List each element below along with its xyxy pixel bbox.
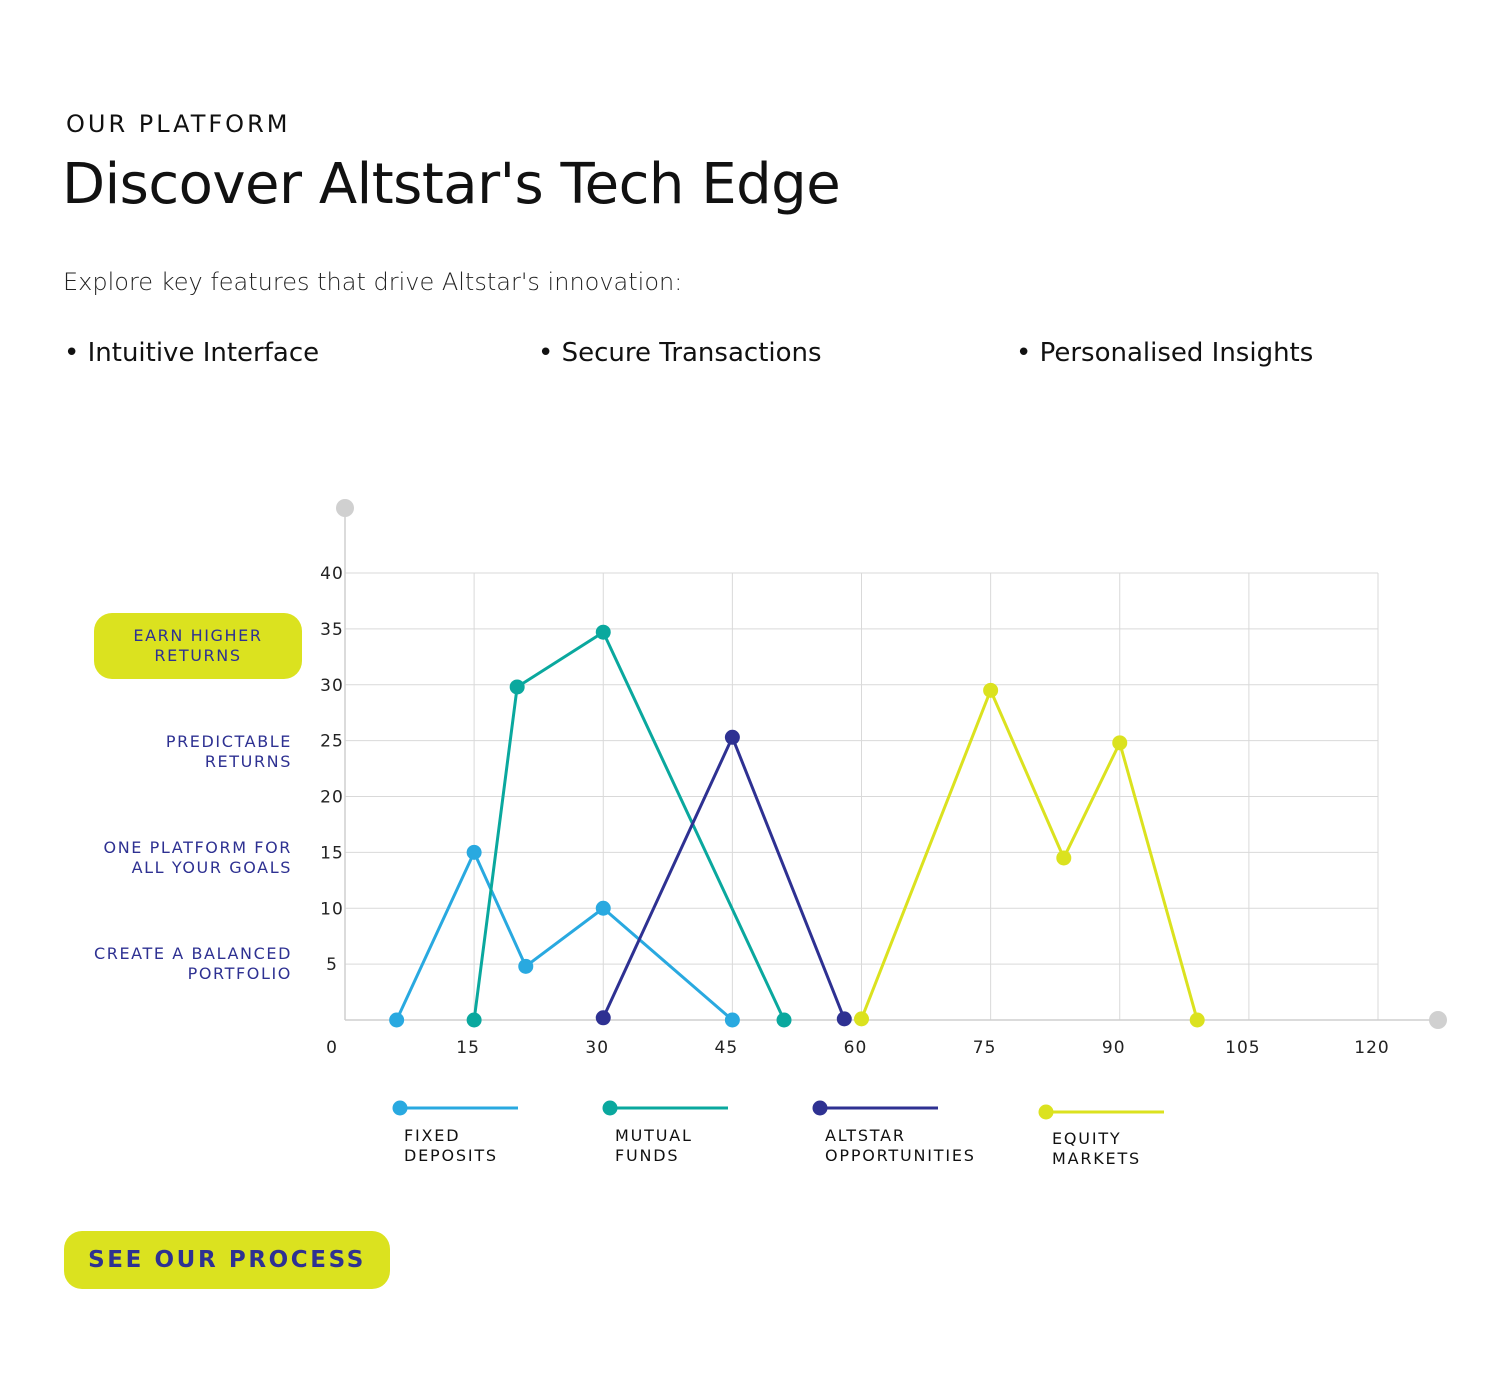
x-tick-label: 45 [715,1038,739,1058]
data-point [518,958,534,974]
series-0 [389,844,740,1028]
chart-series [389,624,1205,1028]
y-tick-label: 25 [320,732,344,752]
legend-label: FIXED DEPOSITS [404,1126,498,1165]
data-point [1056,850,1072,866]
x-tick-label: 75 [973,1038,997,1058]
legend-marker [812,1100,828,1116]
data-point [509,679,525,695]
chart-legend [392,1100,1164,1120]
data-point [983,682,999,698]
data-point [466,844,482,860]
legend-marker [392,1100,408,1116]
series-1 [466,624,792,1028]
data-point [595,624,611,640]
y-category-label: CREATE A BALANCED PORTFOLIO [93,944,292,984]
feature-personalised-insights: • Personalised Insights [1016,338,1314,368]
x-tick-label: 90 [1102,1038,1126,1058]
legend-label: MUTUAL FUNDS [615,1126,693,1165]
feature-intuitive-interface: • Intuitive Interface [64,338,320,368]
page-title: Discover Altstar's Tech Edge [62,152,841,217]
series-line [601,735,846,1020]
x-tick-label: 105 [1225,1038,1260,1058]
eyebrow-label: OUR PLATFORM [66,110,291,138]
legend-marker [602,1100,618,1116]
data-point [466,1012,482,1028]
y-tick-label: 5 [326,955,338,975]
legend-marker [1038,1104,1054,1120]
y-tick-label: 30 [320,676,344,696]
y-tick-label: 10 [320,899,344,919]
legend-label: ALTSTAR OPPORTUNITIES [825,1126,976,1165]
data-point [724,1012,740,1028]
series-line [860,688,1199,1021]
data-point [595,900,611,916]
y-tick-label: 15 [320,843,344,863]
intro-text: Explore key features that drive Altstar'… [63,268,683,296]
data-point [836,1011,852,1027]
x-tick-label: 30 [585,1038,609,1058]
data-point [1112,735,1128,751]
legend-label: EQUITY MARKETS [1052,1129,1141,1168]
chart-tick-labels: 0 15 30 45 60 75 90 105 120 5 10 15 20 25 30 35 40 [320,564,1389,1058]
series-2 [595,729,852,1027]
feature-secure-transactions: • Secure Transactions [538,338,822,368]
y-tick-label: 35 [320,620,344,640]
x-tick-label: 60 [844,1038,868,1058]
data-point [724,729,740,745]
series-3 [854,682,1205,1028]
x-tick-label: 15 [456,1038,480,1058]
chart-axes [336,499,1447,1029]
y-tick-label: 20 [320,788,344,808]
y-category-label: PREDICTABLE RETURNS [165,731,292,771]
data-point [854,1011,869,1027]
data-point [1189,1012,1205,1028]
y-category-label: ONE PLATFORM FOR ALL YOUR GOALS [103,837,292,877]
data-point [389,1012,405,1028]
x-axis-end-dot [1429,1011,1447,1029]
returns-chart: 0 15 30 45 60 75 90 105 120 5 10 15 20 25 30 35 40 EARN … [0,490,1512,1190]
series-line [395,850,734,1022]
series-line [472,630,786,1021]
x-tick-label: 0 [326,1038,338,1058]
chart-grid [345,572,1379,1020]
data-point [776,1012,792,1028]
see-our-process-button[interactable]: SEE OUR PROCESS [64,1231,390,1289]
y-tick-label: 40 [320,564,344,584]
x-tick-label: 120 [1354,1038,1389,1058]
y-category-label: EARN HIGHER RETURNS [94,612,302,679]
y-axis-end-dot [336,499,354,517]
chart-canvas: 0 15 30 45 60 75 90 105 120 5 10 15 20 25 30 35 40 [320,499,1447,1120]
data-point [595,1010,611,1026]
